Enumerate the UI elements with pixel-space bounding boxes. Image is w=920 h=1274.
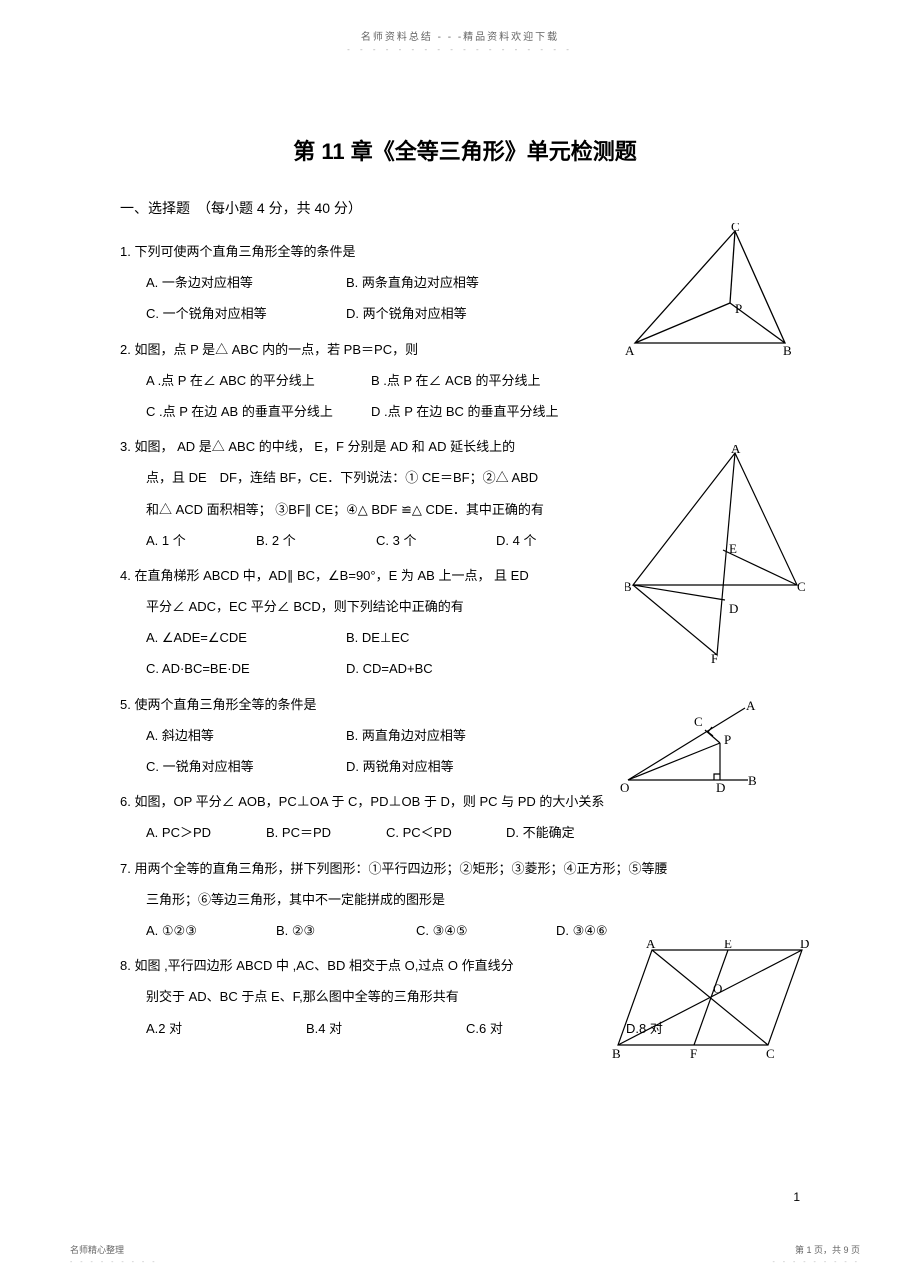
q1-opt-a: A. 一条边对应相等 [146,267,346,298]
q6-opt-b: B. PC＝PD [266,817,386,848]
question-6: 6. 如图，OP 平分∠ AOB，PC⊥OA 于 C，PD⊥OB 于 D，则 P… [120,786,810,848]
q8-opt-b: B.4 对 [306,1013,466,1044]
q7-opt-c: C. ③④⑤ [416,915,556,946]
q6-opt-a: A. PC＞PD [146,817,266,848]
figure-q2: A B C P [625,223,795,363]
q7-opt-b: B. ②③ [276,915,416,946]
fig2-label-a: A [731,445,741,456]
fig3-label-a: A [746,700,756,713]
q7-stem1: 7. 用两个全等的直角三角形，拼下列图形：①平行四边形；②矩形；③菱形；④正方形… [120,853,810,884]
q2-opt-a: A .点 P 在∠ ABC 的平分线上 [146,365,371,396]
q5-opt-b: B. 两直角边对应相等 [346,720,466,751]
q6-opt-c: C. PC＜PD [386,817,506,848]
fig1-label-p: P [735,301,742,316]
q8-opt-c: C.6 对 [466,1013,626,1044]
fig1-label-b: B [783,343,792,358]
page-title: 第 11 章《全等三角形》单元检测题 [120,134,810,166]
fig2-label-f: F [711,651,718,665]
fig2-label-e: E [729,541,737,556]
figure-q6: O A B C P D [620,700,760,795]
q3-opt-c: C. 3 个 [376,525,496,556]
q3-opt-a: A. 1 个 [146,525,256,556]
q7-opt-d: D. ③④⑥ [556,915,608,946]
q6-opt-d: D. 不能确定 [506,817,575,848]
q8-opt-a: A.2 对 [146,1013,306,1044]
footer-left: 名师精心整理 [70,1243,124,1256]
footer-dots-right: - - - - - - - - - [772,1259,860,1266]
fig4-label-f: F [690,1046,697,1060]
fig3-label-c: C [694,714,703,729]
q4-opt-c: C. AD·BC=BE·DE [146,653,346,684]
q4-opt-a: A. ∠ADE=∠CDE [146,622,346,653]
q5-opt-c: C. 一锐角对应相等 [146,751,346,782]
q7-opt-a: A. ①②③ [146,915,276,946]
q7-stem2: 三角形；⑥等边三角形，其中不一定能拼成的图形是 [120,884,810,915]
fig4-label-c: C [766,1046,775,1060]
footer-right: 第 1 页，共 9 页 [795,1243,860,1256]
figure-q3: A B C D E F [625,445,805,665]
q2-opt-c: C .点 P 在边 AB 的垂直平分线上 [146,396,371,427]
header-text: 名师资料总结 - - -精品资料欢迎下载 [0,0,920,43]
fig2-label-c: C [797,579,805,594]
fig1-label-c: C [731,223,740,234]
q4-opt-d: D. CD=AD+BC [346,653,433,684]
fig2-label-d: D [729,601,738,616]
q1-opt-c: C. 一个锐角对应相等 [146,298,346,329]
page-number: 1 [793,1190,800,1204]
fig1-label-a: A [625,343,635,358]
q5-opt-d: D. 两锐角对应相等 [346,751,454,782]
fig3-label-o: O [620,780,629,795]
q1-opt-b: B. 两条直角边对应相等 [346,267,479,298]
fig2-label-b: B [625,579,632,594]
q2-opt-d: D .点 P 在边 BC 的垂直平分线上 [371,396,559,427]
header-dots: - - - - - - - - - - - - - - - - - - [0,45,920,54]
question-7: 7. 用两个全等的直角三角形，拼下列图形：①平行四边形；②矩形；③菱形；④正方形… [120,853,810,947]
fig4-label-d: D [800,940,809,951]
fig3-label-d: D [716,780,725,795]
q5-opt-a: A. 斜边相等 [146,720,346,751]
q4-opt-b: B. DE⊥EC [346,622,409,653]
footer-dots-left: - - - - - - - - - [70,1259,158,1266]
figure-q8: A E D B F C O [610,940,810,1060]
fig4-label-e: E [724,940,732,951]
q3-opt-b: B. 2 个 [256,525,376,556]
section-heading: 一、选择题 （每小题 4 分，共 40 分） [120,198,810,218]
fig4-label-o: O [713,981,722,996]
q1-opt-d: D. 两个锐角对应相等 [346,298,467,329]
fig3-label-p: P [724,732,731,747]
q2-opt-b: B .点 P 在∠ ACB 的平分线上 [371,365,541,396]
fig3-label-b: B [748,773,757,788]
fig4-label-a: A [646,940,656,951]
fig4-label-b: B [612,1046,621,1060]
